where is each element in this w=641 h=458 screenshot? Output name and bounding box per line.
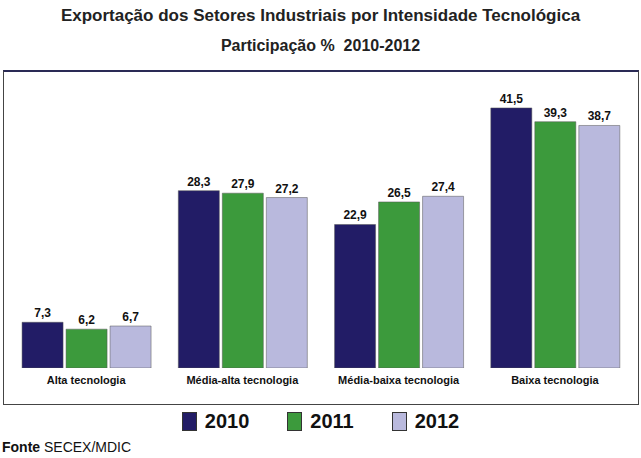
svg-text:Média-alta tecnologia: Média-alta tecnologia <box>186 374 299 386</box>
svg-text:Alta tecnologia: Alta tecnologia <box>47 374 127 386</box>
svg-text:22,9: 22,9 <box>343 208 367 222</box>
html-text:Fonte SECEX/MDIC: Fonte SECEX/MDIC <box>2 439 132 455</box>
svg-text:6,7: 6,7 <box>122 310 139 324</box>
svg-text:Baixa tecnologia: Baixa tecnologia <box>511 374 599 386</box>
svg-text:26,5: 26,5 <box>387 186 411 200</box>
html-text:Exportação dos Setores Industr: Exportação dos Setores Industriais por I… <box>60 6 581 25</box>
svg-text:38,7: 38,7 <box>588 109 612 123</box>
svg-text:6,2: 6,2 <box>78 313 95 327</box>
html-text:2010: 2010 <box>204 410 250 432</box>
svg-text:Média-baixa tecnologia: Média-baixa tecnologia <box>338 374 460 386</box>
svg-text:39,3: 39,3 <box>544 106 568 120</box>
svg-text:7,3: 7,3 <box>34 306 51 320</box>
html-text:Participação % 2010-2012: Participação % 2010-2012 <box>220 37 421 54</box>
html-text:2011: 2011 <box>310 410 354 432</box>
svg-text:28,3: 28,3 <box>187 175 211 189</box>
svg-text:27,4: 27,4 <box>431 180 455 194</box>
html-text:2012: 2012 <box>414 410 460 432</box>
svg-text:27,9: 27,9 <box>231 177 255 191</box>
svg-text:41,5: 41,5 <box>500 92 524 106</box>
svg-text:27,2: 27,2 <box>275 182 299 196</box>
